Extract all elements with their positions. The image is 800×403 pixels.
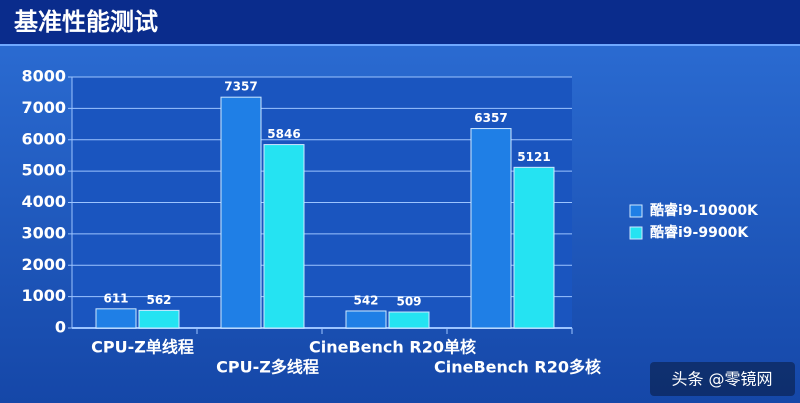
value-label: 5846 [267, 127, 300, 141]
x-tick-label: CPU-Z单线程 [91, 338, 194, 357]
bar [95, 308, 137, 329]
bar [220, 96, 262, 329]
value-label: 509 [396, 295, 421, 309]
y-tick-label: 3000 [21, 223, 66, 242]
title-bar [0, 0, 800, 45]
y-tick-label: 8000 [21, 67, 66, 86]
x-tick-label: CineBench R20多核 [434, 358, 601, 377]
legend-label: 酷睿i9-9900K [650, 224, 749, 241]
legend-swatch [629, 204, 643, 218]
x-tick-label: CPU-Z多线程 [216, 358, 319, 377]
watermark-bg [650, 362, 795, 396]
y-tick-label: 6000 [21, 129, 66, 148]
y-tick-label: 5000 [21, 161, 66, 180]
y-tick-label: 7000 [21, 98, 66, 117]
y-tick-label: 4000 [21, 192, 66, 211]
bar [470, 128, 512, 329]
bar [388, 311, 430, 329]
bar [513, 166, 555, 329]
legend-label: 酷睿i9-10900K [650, 202, 759, 219]
value-label: 7357 [224, 80, 257, 94]
value-label: 562 [146, 293, 171, 307]
y-tick-label: 0 [55, 318, 66, 337]
chart-title: 基准性能测试 [14, 8, 158, 36]
y-tick-label: 2000 [21, 255, 66, 274]
value-label: 5121 [517, 150, 550, 164]
legend-swatch [629, 226, 643, 240]
value-label: 6357 [474, 111, 507, 125]
bar [263, 144, 305, 329]
watermark: 头条 @零镜网 [671, 370, 772, 389]
value-label: 542 [353, 293, 378, 307]
bar [345, 310, 387, 329]
value-label: 611 [103, 291, 128, 305]
x-tick-label: CineBench R20单核 [309, 338, 476, 357]
bar [138, 309, 180, 329]
y-tick-label: 1000 [21, 286, 66, 305]
